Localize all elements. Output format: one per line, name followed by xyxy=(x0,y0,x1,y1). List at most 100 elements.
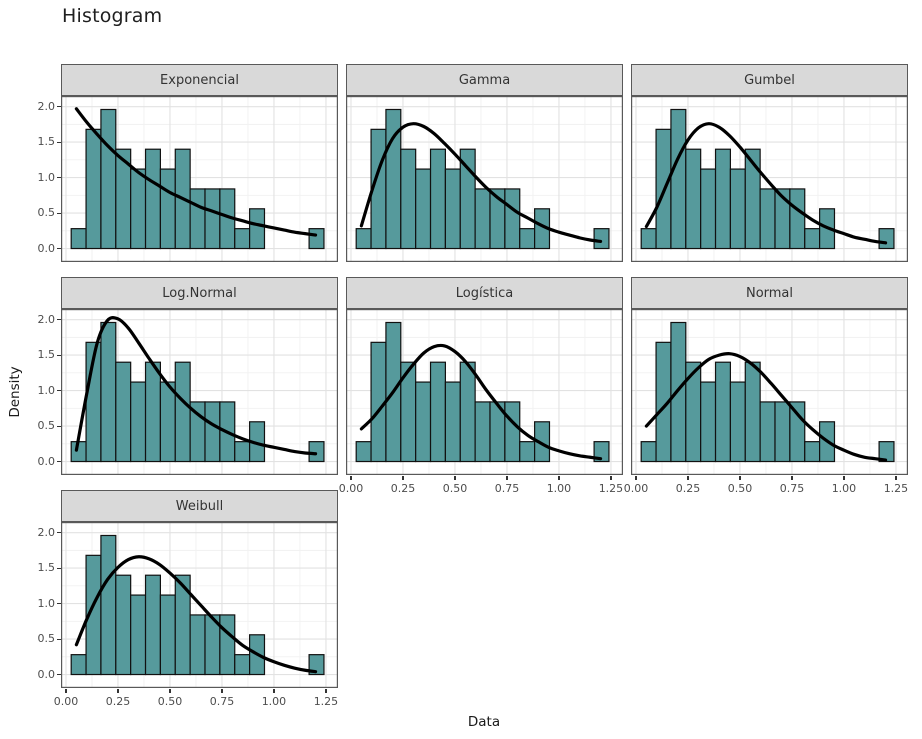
x-tick-mark xyxy=(895,476,897,480)
histogram-bar xyxy=(593,228,610,250)
facet-strip-label: Exponencial xyxy=(160,72,239,88)
histogram-bar xyxy=(415,381,432,463)
x-tick-mark xyxy=(739,476,741,480)
histogram-bar xyxy=(234,441,251,463)
y-tick-mark xyxy=(57,674,61,676)
y-tick-label: 0.5 xyxy=(37,419,56,433)
x-tick-mark xyxy=(350,476,352,480)
x-tick-label: 0.75 xyxy=(494,482,520,495)
histogram-bar xyxy=(759,188,776,250)
y-tick-label: 0.0 xyxy=(37,667,56,681)
density-curve xyxy=(74,555,318,674)
x-axis-title: Data xyxy=(467,714,501,730)
histogram-bar xyxy=(714,148,731,250)
histogram-bar xyxy=(85,128,102,250)
histogram-bar xyxy=(519,441,536,463)
y-tick-label: 0.0 xyxy=(37,454,56,468)
histogram-bars xyxy=(640,321,895,463)
x-tick-label: 0.75 xyxy=(209,695,235,708)
x-tick-mark xyxy=(558,476,560,480)
histogram-bar xyxy=(474,401,491,463)
y-tick-label: 0.5 xyxy=(37,632,56,646)
facet-strip: Log.Normal xyxy=(61,277,338,309)
x-tick-label: 0.00 xyxy=(338,482,364,495)
x-tick-label: 1.25 xyxy=(883,482,909,495)
histogram-bar xyxy=(878,228,895,250)
histogram-bar xyxy=(159,594,176,676)
histogram-bar xyxy=(355,441,372,463)
histogram-bar xyxy=(685,148,702,250)
histogram-bar xyxy=(519,228,536,250)
facet-exponencial: Exponencial xyxy=(61,64,338,262)
y-tick-mark xyxy=(57,141,61,143)
y-tick-label: 2.0 xyxy=(37,99,56,113)
density-curve xyxy=(359,343,603,461)
x-tick-mark xyxy=(325,689,327,693)
facet-panel xyxy=(346,96,623,262)
y-tick-label: 2.0 xyxy=(37,525,56,539)
x-tick-mark xyxy=(402,476,404,480)
histogram-bar xyxy=(100,321,117,463)
histogram-bar xyxy=(115,574,132,676)
density-curve xyxy=(644,122,888,245)
facet-panel xyxy=(61,309,338,475)
histogram-bar xyxy=(744,361,761,463)
x-tick-mark xyxy=(221,689,223,693)
histogram-bar xyxy=(355,228,372,250)
x-tick-label: 0.75 xyxy=(779,482,805,495)
y-tick-label: 1.0 xyxy=(37,596,56,610)
y-tick-mark xyxy=(57,425,61,427)
x-tick-label: 1.25 xyxy=(598,482,624,495)
y-tick-mark xyxy=(57,319,61,321)
histogram-bar xyxy=(100,534,117,676)
facet-weibull: Weibull xyxy=(61,490,338,688)
facet-strip: Gumbel xyxy=(631,64,908,96)
x-tick-mark xyxy=(635,476,637,480)
histogram-bar xyxy=(115,361,132,463)
histogram-bar xyxy=(204,188,221,250)
y-tick-label: 1.5 xyxy=(37,348,56,362)
y-tick-mark xyxy=(57,532,61,534)
facet-strip-label: Gumbel xyxy=(744,72,795,88)
y-tick-mark xyxy=(57,248,61,250)
histogram-bar xyxy=(474,188,491,250)
histogram-bar xyxy=(804,228,821,250)
histogram-bar xyxy=(878,441,895,463)
histogram-bar xyxy=(429,148,446,250)
plot-title: Histogram xyxy=(62,5,163,27)
histogram-bar xyxy=(593,441,610,463)
x-tick-label: 0.25 xyxy=(390,482,416,495)
histogram-bars xyxy=(70,108,325,250)
x-tick-label: 0.50 xyxy=(157,695,183,708)
histogram-bar xyxy=(130,168,147,250)
facet-strip: Exponencial xyxy=(61,64,338,96)
y-tick-label: 1.0 xyxy=(37,170,56,184)
x-tick-label: 0.50 xyxy=(442,482,468,495)
histogram-bar xyxy=(400,148,417,250)
x-tick-mark xyxy=(791,476,793,480)
y-tick-mark xyxy=(57,638,61,640)
histogram-bar xyxy=(804,441,821,463)
y-tick-label: 1.5 xyxy=(37,561,56,575)
y-tick-mark xyxy=(57,461,61,463)
histogram-bar xyxy=(789,401,806,463)
histogram-bar xyxy=(70,228,87,250)
histogram-bar xyxy=(159,381,176,463)
y-tick-mark xyxy=(57,212,61,214)
density-curve xyxy=(74,316,318,456)
density-curve xyxy=(74,107,318,237)
facet-strip-label: Weibull xyxy=(175,498,224,514)
histogram-bar xyxy=(308,441,325,463)
histogram-bar xyxy=(249,208,266,250)
y-tick-mark xyxy=(57,177,61,179)
histogram-bar xyxy=(189,188,206,250)
x-tick-label: 0.00 xyxy=(623,482,649,495)
x-tick-mark xyxy=(843,476,845,480)
x-tick-mark xyxy=(273,689,275,693)
histogram-bar xyxy=(174,361,191,463)
histogram-bar xyxy=(759,401,776,463)
histogram-bar xyxy=(429,361,446,463)
histogram-bar xyxy=(308,228,325,250)
x-tick-mark xyxy=(65,689,67,693)
